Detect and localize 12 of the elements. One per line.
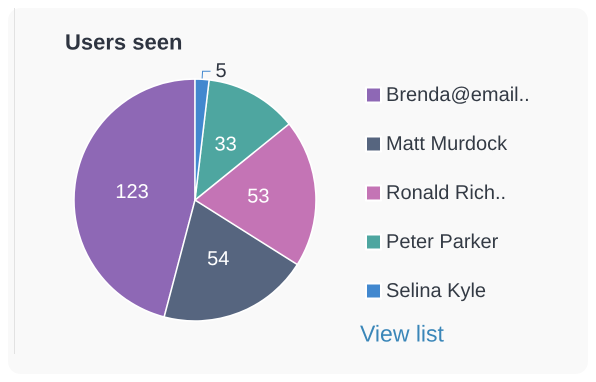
data-label: 123 [115, 180, 149, 203]
legend-label: Peter Parker [386, 231, 499, 253]
legend-label: Matt Murdock [386, 133, 508, 155]
legend-label: Selina Kyle [386, 280, 486, 302]
data-label: 53 [247, 185, 270, 208]
data-label: 5 [216, 60, 227, 82]
data-label: 33 [214, 133, 237, 156]
text: View list [360, 320, 445, 346]
legend-label: Brenda@email.. [386, 84, 530, 106]
chart-title: Users seen [65, 30, 182, 54]
data-label: 54 [207, 248, 230, 270]
legend-label: Ronald Rich.. [386, 182, 506, 204]
